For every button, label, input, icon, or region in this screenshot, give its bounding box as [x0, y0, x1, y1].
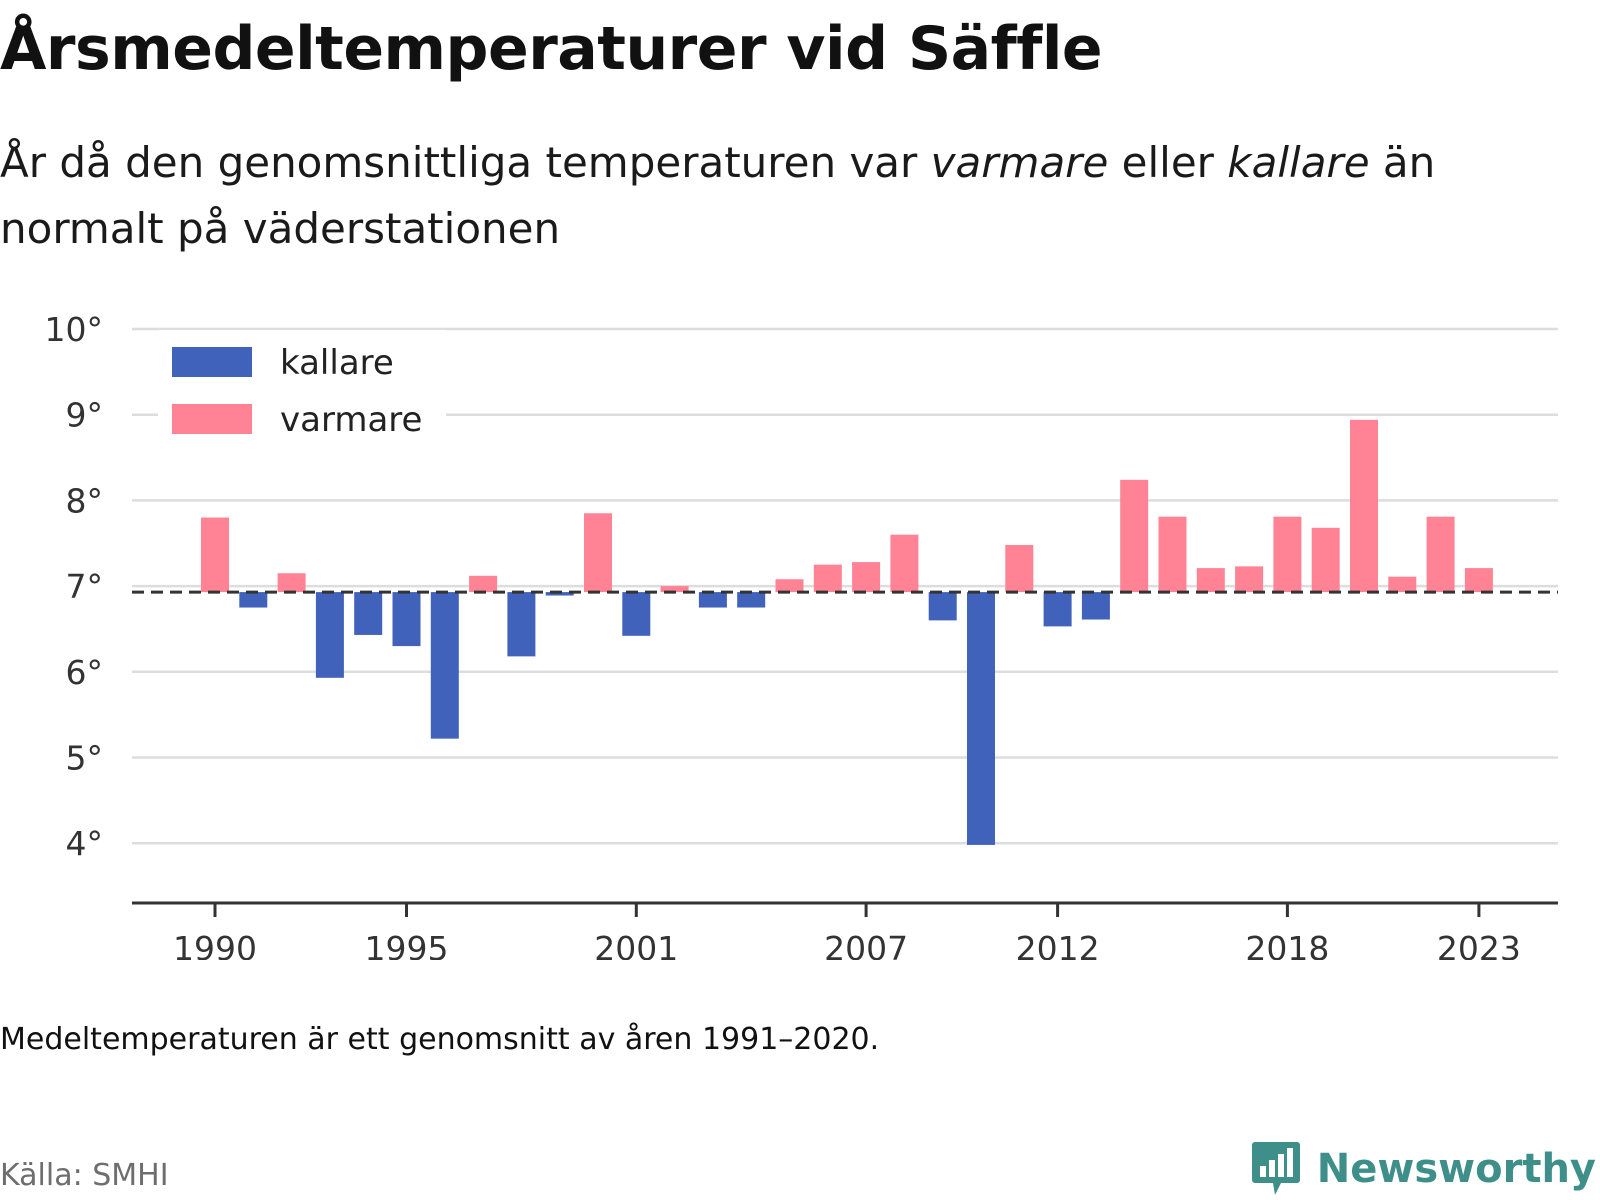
chart-subtitle: År då den genomsnittliga temperaturen va… [0, 130, 1560, 262]
bar-2017 [1235, 566, 1264, 593]
bar-2010 [967, 592, 995, 845]
y-tick-label: 9° [66, 396, 104, 435]
subtitle-emphasis-colder: kallare [1227, 138, 1370, 187]
bar-1992 [277, 573, 306, 593]
bar-2021 [1388, 576, 1417, 593]
x-tick-label: 2001 [594, 929, 678, 960]
bar-2003 [698, 592, 727, 608]
y-axis-tick-labels: 10° 9° 8° 7° 6° 5° 4° [45, 310, 104, 863]
x-tick-label: 2012 [1016, 929, 1100, 960]
bar-2023 [1464, 568, 1493, 593]
bar-2004 [737, 592, 766, 608]
x-tick-label: 2018 [1245, 929, 1329, 960]
bar-1999 [545, 592, 574, 596]
bar-2022 [1426, 516, 1455, 593]
subtitle-text-3: än normalt på väderstationen [0, 138, 1436, 253]
subtitle-text-2: eller [1108, 138, 1228, 187]
chart-title: Årsmedeltemperaturer vid Säffle [0, 14, 1103, 84]
y-tick-label: 4° [66, 824, 104, 863]
bar-2007 [852, 562, 881, 593]
y-tick-label: 8° [66, 481, 104, 520]
y-tick-label: 5° [66, 739, 104, 778]
y-tick-label: 10° [45, 310, 104, 349]
y-tick-label: 6° [66, 653, 104, 692]
legend-swatch-kallare [172, 347, 252, 377]
bar-2006 [813, 564, 842, 593]
y-tick-label: 7° [66, 567, 104, 606]
brand-logo[interactable]: Newsworthy [1251, 1140, 1596, 1198]
bar-2012 [1043, 592, 1072, 627]
bar-2015 [1158, 516, 1187, 593]
legend-label-kallare: kallare [280, 343, 394, 383]
bar-1996 [430, 592, 459, 739]
bar-1991 [239, 592, 268, 608]
bar-2009 [928, 592, 957, 621]
x-tick-label: 2023 [1437, 929, 1521, 960]
bar-2001 [622, 592, 651, 636]
bar-2000 [584, 513, 612, 593]
temperature-bar-chart: 10° 9° 8° 7° 6° 5° 4° 1990 1995 2001 2007 2012 2018… [45, 310, 1558, 960]
bar-1994 [354, 592, 383, 635]
legend-swatch-varmare [172, 404, 252, 434]
bar-2002 [660, 586, 689, 593]
x-tick-label: 1990 [173, 929, 257, 960]
bar-2020 [1350, 419, 1378, 593]
bar-1997 [469, 575, 498, 593]
bar-chart-logo-icon [1251, 1142, 1300, 1195]
bar-2013 [1081, 592, 1110, 620]
legend: kallare varmare [158, 330, 446, 460]
bar-2019 [1311, 527, 1340, 593]
footnote: Medeltemperaturen är ett genomsnitt av å… [0, 1022, 880, 1057]
bar-1990 [201, 517, 229, 593]
bar-2014 [1120, 479, 1149, 593]
bar-2016 [1196, 568, 1225, 593]
bar-2005 [775, 579, 804, 593]
x-tick-label: 1995 [365, 929, 449, 960]
x-axis: 1990 1995 2001 2007 2012 2018 2023 [132, 901, 1558, 960]
subtitle-text-1: År då den genomsnittliga temperaturen va… [0, 138, 931, 187]
x-tick-label: 2007 [824, 929, 908, 960]
bar-2008 [890, 534, 919, 593]
bar-1993 [315, 592, 344, 678]
subtitle-emphasis-warmer: varmare [930, 138, 1109, 187]
legend-label-varmare: varmare [280, 400, 422, 440]
bar-2018 [1273, 516, 1302, 593]
source-label: Källa: SMHI [0, 1158, 169, 1193]
bar-1995 [392, 592, 421, 647]
bar-series [201, 419, 1493, 845]
bar-1998 [507, 592, 536, 657]
brand-name: Newsworthy [1316, 1146, 1596, 1192]
bar-2011 [1005, 544, 1034, 593]
